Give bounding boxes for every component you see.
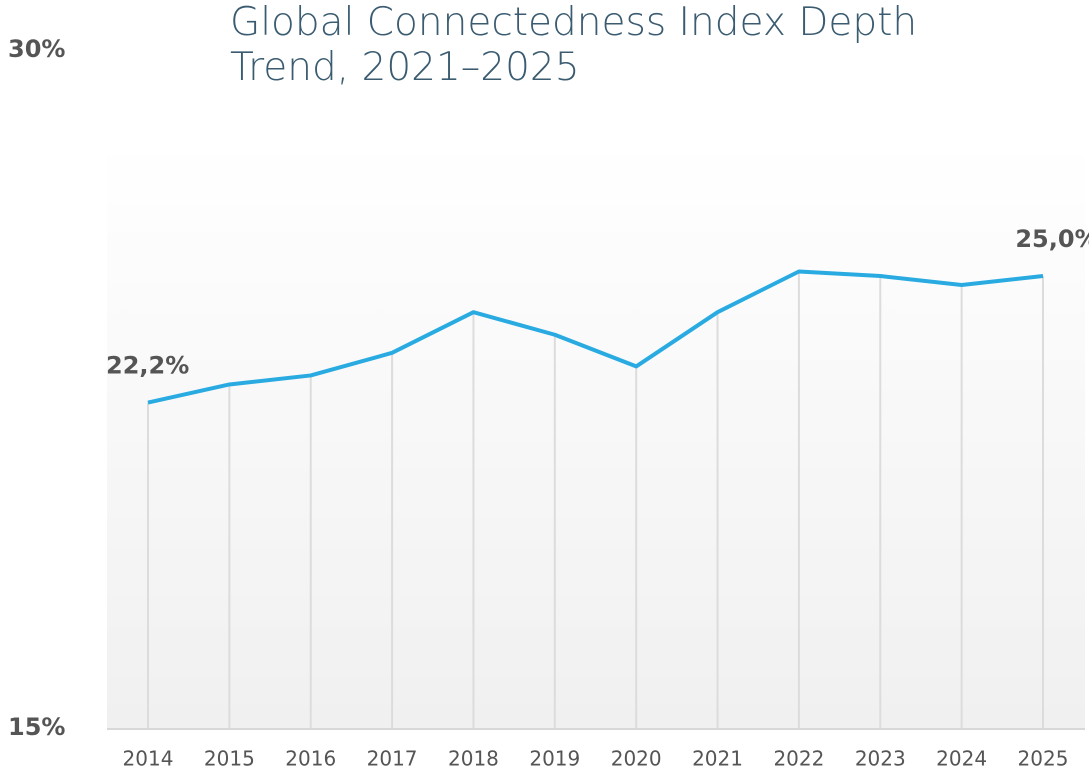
x-tick-label: 2025 (1018, 747, 1069, 771)
chart-title: Global Connectedness Index Depth Trend, … (230, 0, 918, 90)
x-tick-label: 2017 (367, 747, 418, 771)
x-tick-label: 2023 (855, 747, 906, 771)
x-tick-label: 2016 (285, 747, 336, 771)
x-tick-label: 2015 (204, 747, 255, 771)
series-line (147, 269, 1044, 405)
x-tick-label: 2021 (692, 747, 743, 771)
x-tick-label: 2022 (773, 747, 824, 771)
value-label: 22,2% (106, 352, 189, 380)
y-tick-label: 30% (8, 35, 65, 63)
x-tick-label: 2018 (448, 747, 499, 771)
plot-area (107, 140, 1085, 730)
x-tick-label: 2020 (611, 747, 662, 771)
x-tick-label: 2019 (529, 747, 580, 771)
value-label: 25,0% (1015, 225, 1089, 253)
y-tick-label: 15% (8, 713, 65, 741)
x-tick-label: 2024 (936, 747, 987, 771)
x-tick-label: 2014 (123, 747, 174, 771)
